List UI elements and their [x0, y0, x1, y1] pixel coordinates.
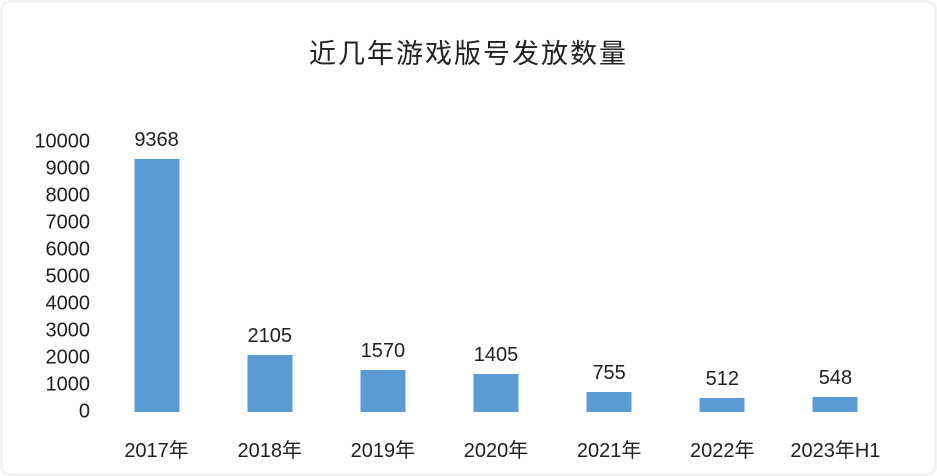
category-column: 1405 2020年: [439, 0, 552, 476]
y-tick-label: 5000: [45, 265, 91, 288]
y-tick-label: 0: [78, 400, 90, 423]
bar: [247, 355, 293, 412]
data-label: 9368: [134, 129, 179, 152]
y-tick-label: 9000: [45, 157, 91, 180]
category-column: 512 2022年: [666, 0, 779, 476]
data-label: 2105: [247, 325, 292, 348]
y-tick-label: 1000: [45, 373, 91, 396]
x-axis-label: 2020年: [463, 440, 529, 462]
category-column: 548 2023年H1: [779, 0, 892, 476]
bar: [134, 159, 180, 412]
data-label: 755: [592, 361, 626, 384]
y-tick-label: 4000: [45, 292, 91, 315]
x-axis-label: 2018年: [237, 440, 302, 462]
plot-area: 9368 2017年 2105 2018年 1570 2019年 1405 2020年 755 2…: [100, 0, 892, 476]
x-axis-label: 2023年H1: [790, 440, 881, 462]
y-tick-label: 3000: [45, 319, 91, 342]
x-axis-label: 2022年: [690, 440, 755, 462]
y-tick-label: 2000: [45, 346, 91, 369]
bar: [473, 374, 519, 412]
y-tick-label: 6000: [45, 238, 91, 261]
chart-title: 近几年游戏版号发放数量: [309, 39, 628, 69]
y-tick-label: 7000: [45, 211, 91, 234]
category-column: 1570 2019年: [326, 0, 439, 476]
bar: [812, 397, 858, 412]
data-label: 548: [818, 367, 853, 390]
x-axis-label: 2017年: [124, 440, 189, 462]
x-axis-label: 2021年: [576, 440, 642, 462]
y-tick-label: 8000: [45, 184, 91, 207]
data-label: 1570: [360, 339, 406, 362]
category-column: 755 2021年: [553, 0, 666, 476]
y-axis: 0 1000 2000 3000 4000 5000 6000 7000 8000 9000 100…: [0, 0, 90, 476]
category-column: 2105 2018年: [213, 0, 326, 476]
data-label: 512: [705, 368, 739, 391]
bar: [586, 391, 632, 412]
x-axis-label: 2019年: [350, 440, 416, 462]
category-column: 9368 2017年: [100, 0, 213, 476]
bar: [699, 398, 745, 412]
bar: [360, 369, 406, 412]
y-tick-label: 10000: [34, 130, 90, 153]
data-label: 1405: [473, 344, 519, 367]
